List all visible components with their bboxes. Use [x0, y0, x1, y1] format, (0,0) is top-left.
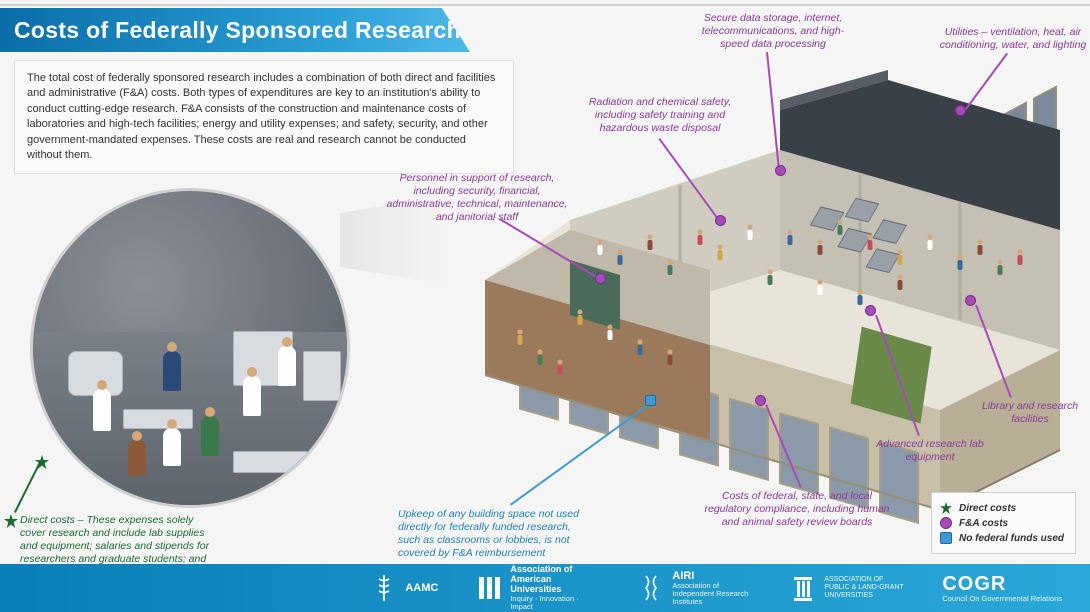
callout-dot-direct-costs [35, 455, 49, 469]
callout-dot-radiation [715, 215, 726, 226]
footer-bar: AAMC Association of American Universitie… [0, 564, 1090, 612]
callout-dot-advanced-lab [865, 305, 876, 316]
building-person-22 [558, 360, 563, 376]
lab-equipment-3 [233, 451, 308, 473]
lab-equipment-2 [123, 409, 193, 429]
building-svg [420, 70, 1080, 545]
org-aau: Association of American UniversitiesInqu… [476, 565, 600, 611]
building-person-3 [668, 260, 673, 276]
org-airi-sub: Association of Independent Research Inst… [672, 582, 752, 607]
callout-dot-upkeep [645, 395, 656, 406]
building-person-20 [668, 350, 673, 366]
lab-detail-circle [30, 188, 350, 508]
dna-icon [638, 573, 664, 603]
caduceus-icon [371, 573, 397, 603]
square-icon [940, 532, 952, 544]
org-aau-name: Association of American Universities [510, 565, 600, 595]
callout-radiation: Radiation and chemical safety, including… [570, 96, 750, 135]
building-person-7 [788, 230, 793, 246]
lab-equipment-4 [303, 351, 341, 401]
legend-nofunds-label: No federal funds used [959, 533, 1064, 544]
star-icon [940, 502, 952, 514]
building-person-12 [928, 235, 933, 251]
building-person-18 [608, 325, 613, 341]
legend-fa: F&A costs [940, 517, 1067, 529]
callout-utilities: Utilities – ventilation, heat, air condi… [938, 26, 1088, 52]
callout-dot-personnel [595, 273, 606, 284]
building-person-2 [648, 235, 653, 251]
legend-nofunds: No federal funds used [940, 532, 1067, 544]
callout-dot-regulatory [755, 395, 766, 406]
callout-upkeep: Upkeep of any building space not used di… [398, 508, 588, 561]
building-person-16 [1018, 250, 1023, 266]
building-person-23 [518, 330, 523, 346]
building-person-17 [578, 310, 583, 326]
top-divider [0, 4, 1090, 6]
building-cutaway [420, 70, 1080, 545]
callout-secure-data: Secure data storage, internet, telecommu… [688, 12, 858, 51]
legend-direct-label: Direct costs [959, 503, 1016, 514]
org-aplu: ASSOCIATION OF PUBLIC & LAND-GRANT UNIVE… [790, 573, 904, 603]
callout-library: Library and research facilities [975, 400, 1085, 426]
page-title: Costs of Federally Sponsored Research [14, 17, 461, 44]
callout-dot-library [965, 295, 976, 306]
legend-box: Direct costs F&A costs No federal funds … [931, 492, 1076, 554]
org-cogr-sub: Council On Governmental Relations [942, 595, 1062, 603]
lab-person-4 [243, 376, 261, 416]
building-person-24 [818, 280, 823, 296]
lab-equipment-0 [68, 351, 123, 396]
lab-person-5 [278, 346, 296, 386]
callout-dot-utilities [955, 105, 966, 116]
building-person-8 [818, 240, 823, 256]
building-person-0 [598, 240, 603, 256]
building-person-26 [898, 275, 903, 291]
legend-direct: Direct costs [940, 502, 1067, 514]
callout-advanced-lab: Advanced research lab equipment [870, 438, 990, 464]
building-person-25 [858, 290, 863, 306]
callout-regulatory: Costs of federal, state, and local regul… [702, 490, 892, 529]
org-aau-sub: Inquiry · Innovation · Impact [510, 595, 600, 612]
org-cogr-name: COGR [942, 573, 1062, 595]
callout-star-direct-costs [4, 514, 18, 528]
legend-fa-label: F&A costs [959, 518, 1008, 529]
org-aplu-sub: ASSOCIATION OF PUBLIC & LAND-GRANT UNIVE… [824, 576, 904, 599]
building-person-5 [718, 245, 723, 261]
circle-icon [940, 517, 952, 529]
building-person-4 [698, 230, 703, 246]
bars-icon [476, 573, 502, 603]
building-person-27 [768, 270, 773, 286]
building-person-9 [838, 220, 843, 236]
building-person-14 [978, 240, 983, 256]
building-person-15 [998, 260, 1003, 276]
callout-dot-secure-data [775, 165, 786, 176]
org-airi-name: AIRI [672, 570, 752, 582]
title-bar: Costs of Federally Sponsored Research [0, 8, 470, 52]
lab-person-0 [93, 389, 111, 431]
building-person-6 [748, 225, 753, 241]
lab-person-2 [163, 428, 181, 466]
org-aamc-name: AAMC [405, 582, 438, 594]
building-person-1 [618, 250, 623, 266]
column-icon [790, 573, 816, 603]
lab-person-1 [163, 351, 181, 391]
org-aamc: AAMC [371, 573, 438, 603]
lab-person-3 [201, 416, 219, 456]
building-person-21 [538, 350, 543, 366]
lab-person-6 [128, 440, 146, 476]
building-person-13 [958, 255, 963, 271]
building-person-19 [638, 340, 643, 356]
org-cogr: COGRCouncil On Governmental Relations [942, 573, 1062, 603]
callout-personnel: Personnel in support of research, includ… [382, 172, 572, 225]
building-person-11 [898, 250, 903, 266]
org-airi: AIRIAssociation of Independent Research … [638, 570, 752, 607]
building-person-10 [868, 235, 873, 251]
